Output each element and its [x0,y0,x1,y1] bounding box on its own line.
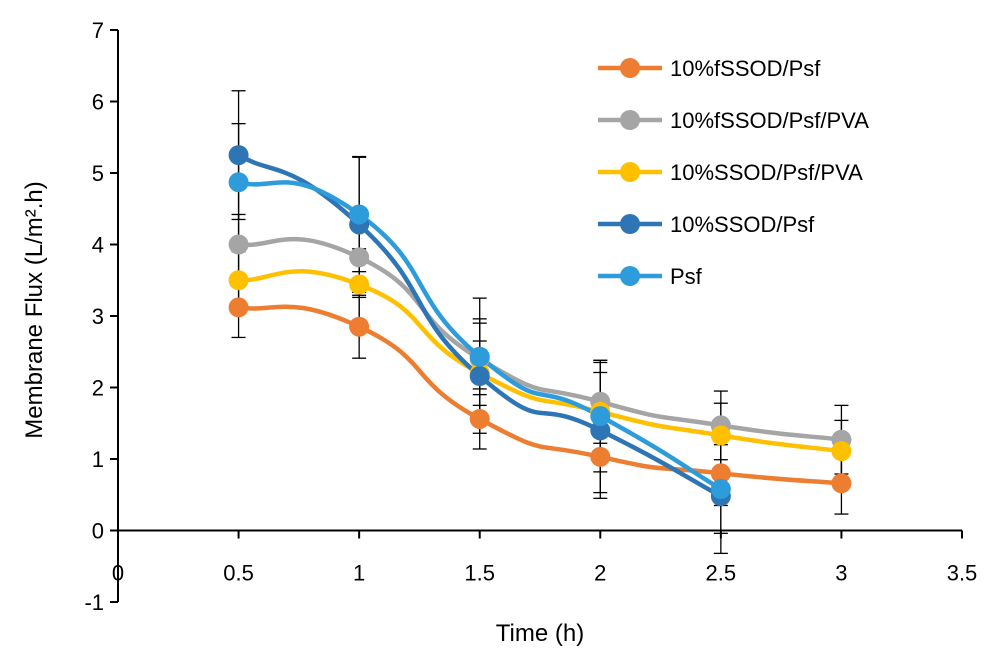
legend: 10%fSSOD/Psf 10%fSSOD/Psf/PVA 10%SSOD/Psf/… [598,56,869,289]
data-point [590,446,611,467]
data-point [228,172,249,193]
data-point [831,473,852,494]
legend-swatch-marker [620,214,640,234]
data-point [590,406,611,427]
series-points [228,145,852,507]
series-line [236,269,844,454]
x-tick-label: 0.5 [223,561,254,586]
legend-swatch-marker [620,266,640,286]
data-point [469,346,490,367]
series-lines [236,152,844,499]
data-point [349,204,370,225]
x-tick-label: 0 [112,561,124,586]
legend-label: 10%SSOD/Psf [670,212,815,237]
data-point [228,297,249,318]
data-point [469,366,490,387]
y-tick-label: 1 [92,447,104,472]
x-axis-ticks: 0 0.5 1 1.5 2 2.5 3 3.5 [112,530,978,586]
x-tick-label: 2 [594,561,606,586]
data-point [349,247,370,268]
data-point [228,270,249,291]
data-point [349,316,370,337]
series-line [236,236,844,442]
data-point [228,234,249,255]
y-tick-label: 4 [92,233,104,258]
data-point [349,274,370,295]
data-point [469,408,490,429]
x-tick-label: 1 [353,561,365,586]
data-point [710,479,731,500]
x-tick-label: 3 [835,561,847,586]
y-tick-label: 0 [92,519,104,544]
y-tick-label: 5 [92,161,104,186]
y-tick-label: 7 [92,18,104,43]
data-point [710,425,731,446]
data-point [590,420,611,441]
y-tick-label: 2 [92,376,104,401]
data-point [228,145,249,166]
legend-swatch-marker [620,162,640,182]
legend-label: 10%fSSOD/Psf [670,56,821,81]
x-tick-label: 1.5 [464,561,495,586]
y-tick-label: 3 [92,304,104,329]
legend-label: 10%SSOD/Psf/PVA [670,160,863,185]
x-tick-label: 2.5 [706,561,737,586]
legend-label: Psf [670,264,703,289]
y-tick-label: 6 [92,90,104,115]
y-tick-label: -1 [84,590,104,615]
legend-swatch-marker [620,110,640,130]
y-axis-title: Membrane Flux (L/m².h) [21,181,48,438]
x-axis-title: Time (h) [496,620,584,647]
legend-label: 10%fSSOD/Psf/PVA [670,108,869,133]
y-axis-ticks: -1 0 1 2 3 4 5 6 7 [84,18,118,615]
data-point [831,441,852,462]
x-tick-label: 3.5 [947,561,978,586]
legend-swatch-marker [620,58,640,78]
data-point [710,463,731,484]
